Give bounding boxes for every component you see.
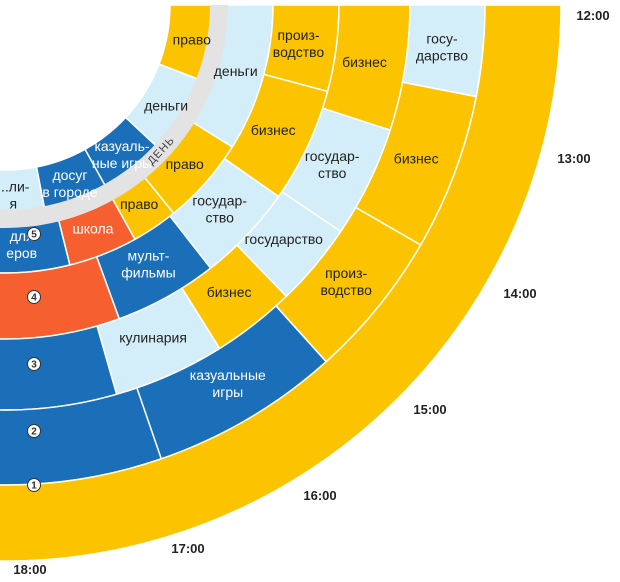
segment-label-ring3-1: произ-водство — [273, 27, 325, 60]
ring-number-markers: 1 2 3 4 5 — [27, 227, 41, 492]
segment-label-line: право — [173, 32, 211, 48]
time-label: 16:00 — [303, 488, 336, 503]
segment-label-line: государ- — [192, 192, 247, 208]
segment-label-ring1-1: госу-дарство — [416, 31, 468, 64]
segment-label-ring5-1: право — [173, 32, 211, 48]
ring-segments — [0, 4, 562, 562]
segment-label-line: ные игры — [92, 155, 152, 171]
ring-number-circle — [27, 424, 41, 438]
ring-number: 2 — [31, 427, 37, 438]
segment-label-line: школа — [73, 220, 114, 236]
segment-label-line: казуаль- — [94, 138, 149, 154]
time-label: 15:00 — [413, 402, 446, 417]
time-label: 12:00 — [576, 8, 609, 23]
segment-label-line: право — [166, 156, 204, 172]
segment-label-ring3-3: государ-ство — [192, 192, 247, 225]
time-labels: 12:00 13:00 14:00 15:00 16:00 17:00 18:00 — [13, 8, 609, 577]
segment-label-line: водство — [320, 282, 372, 298]
segment-label-ring5-2: деньги — [144, 98, 188, 114]
segment-label-ring1-3: произ-водство — [320, 265, 372, 298]
day-band — [0, 5, 228, 229]
segment-label-line: произ- — [277, 27, 319, 43]
segment-label-line: я — [10, 195, 18, 211]
day-band-arc — [0, 5, 228, 229]
segment-ring2-6 — [0, 325, 118, 411]
time-label: 14:00 — [503, 286, 536, 301]
ring-number-circle — [27, 227, 41, 241]
segment-label-line: бизнес — [207, 284, 252, 300]
segment-label-line: дарство — [416, 48, 468, 64]
segment-label-line: ...ли- — [0, 178, 30, 194]
segment-label-line: досуг — [52, 167, 87, 183]
segment-label-line: ство — [318, 165, 347, 181]
segment-label-line: деньги — [214, 63, 258, 79]
segment-label-line: право — [120, 196, 158, 212]
segment-ring0-1 — [0, 4, 562, 562]
segment-label-line: бизнес — [342, 54, 387, 70]
time-label: 18:00 — [13, 562, 46, 577]
segment-label-line: произ- — [325, 265, 367, 281]
segment-label-ring2-3: государство — [245, 231, 324, 247]
segment-label-ring5-4: досуг в городе — [42, 167, 97, 200]
segment-label-line: еров — [6, 245, 37, 261]
segment-label-ring3-4: мульт-фильмы — [121, 247, 176, 280]
ring-number: 1 — [31, 481, 37, 492]
segment-label-line: государство — [245, 231, 324, 247]
segment-label-ring5-3: казуаль-ные игры — [92, 138, 152, 171]
ring-number: 5 — [31, 230, 37, 241]
ring-number: 3 — [31, 360, 37, 371]
segment-label-line: фильмы — [121, 264, 176, 280]
segment-label-ring2-1: бизнес — [342, 54, 387, 70]
segment-label-line: водство — [273, 44, 325, 60]
ring-number-circle — [27, 478, 41, 492]
segment-label-ring2-4: бизнес — [207, 284, 252, 300]
time-label: 17:00 — [171, 541, 204, 556]
segment-label-line: государ- — [305, 148, 360, 164]
segment-label-line: кулинария — [119, 330, 187, 346]
segment-label-line: госу- — [426, 31, 458, 47]
segment-label-ring5-5: ...ли-я — [0, 178, 30, 211]
segment-label-line: мульт- — [128, 247, 170, 263]
segment-label-line: в городе — [42, 184, 97, 200]
segment-label-ring2-5: кулинария — [119, 330, 187, 346]
segment-label-line: казуальные — [190, 367, 266, 383]
ring-number: 4 — [31, 293, 37, 304]
segment-label-line: бизнес — [394, 151, 439, 167]
segment-label-ring1-2: бизнес — [394, 151, 439, 167]
ring-number-circle — [27, 357, 41, 371]
segment-label-line: деньги — [144, 98, 188, 114]
ring-number-circle — [27, 290, 41, 304]
segment-label-line: бизнес — [251, 122, 296, 138]
segment-label-ring4-3: право — [120, 196, 158, 212]
time-label: 13:00 — [557, 151, 590, 166]
segment-label-ring4-1: деньги — [214, 63, 258, 79]
segment-label-ring3-2: бизнес — [251, 122, 296, 138]
segment-label-line: ство — [205, 209, 234, 225]
segment-label-ring1-4: казуальные игры — [190, 367, 266, 400]
segment-label-ring4-4: школа — [73, 220, 114, 236]
segment-label-ring4-2: право — [166, 156, 204, 172]
segment-label-line: игры — [212, 384, 243, 400]
segment-label-ring2-2: государ-ство — [305, 148, 360, 181]
